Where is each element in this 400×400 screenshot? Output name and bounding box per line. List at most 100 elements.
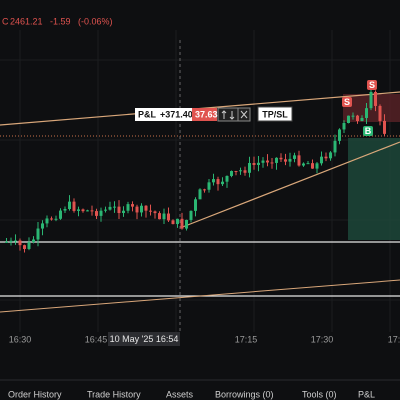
candle-body [59,210,62,219]
qty-box [192,108,217,121]
tpsl-label: TP/SL [262,109,288,119]
price: 2461.21 [10,16,43,26]
candle-body [54,218,58,220]
candle-body [225,175,229,182]
candle-body [9,240,13,242]
trade-marker-label: S [369,80,375,90]
candle-body [122,210,125,214]
candle-body [351,115,355,117]
trade-marker-label: B [365,126,372,136]
tp-zone [348,138,400,240]
candle-body [383,120,386,134]
candle-body [36,228,40,240]
candle-body [176,218,179,225]
trendline [0,279,400,313]
time-label: 16:30 [9,334,32,344]
candle-body [63,209,67,211]
candle-body [45,218,49,224]
candle-body [131,204,134,207]
candle-body [243,170,247,173]
candle-body [27,242,31,249]
candle-body [41,223,44,229]
time-label: 17: [388,334,400,344]
candle-body [198,189,202,200]
candle-body [311,163,314,169]
candle-body [257,162,260,165]
candle-body [297,155,301,166]
candle-body [234,171,238,173]
candle-body [270,162,274,164]
pnl-label: P&L [138,109,157,119]
candle-body [104,209,107,211]
candle-body [189,210,193,220]
candle-body [162,213,166,220]
candle-body [108,206,112,210]
candle-body [279,157,283,160]
candle-body [356,115,359,122]
symbol: C [2,16,9,26]
candle-body [374,91,377,106]
tab[interactable]: Order History [8,389,62,399]
tab[interactable]: Borrowings (0) [215,389,274,399]
tab[interactable]: P&L [358,389,375,399]
candle-body [86,210,89,212]
candle-body [315,163,319,169]
candle-body [239,170,242,172]
candle-body [158,213,161,220]
candle-body [216,179,220,185]
tpsl-button[interactable] [257,106,293,122]
candle-body [153,211,157,214]
candle-body [306,163,310,165]
candle-body [149,210,152,212]
reverse-icon [221,110,235,120]
candle-body [113,206,116,208]
candle-body [360,117,364,122]
candle-body [284,159,287,162]
candle-body [23,245,26,249]
trendline [179,141,400,229]
candle-body [288,158,292,162]
candle-body [144,205,148,211]
candle-body [248,163,251,173]
tab[interactable]: Assets [166,389,194,399]
trade-marker [342,97,352,107]
candle-body [77,209,80,211]
markers: S S B [342,80,377,136]
candle-body [50,218,53,220]
candle-body [230,171,233,176]
candle-body [171,220,175,225]
tab[interactable]: Tools (0) [302,389,337,399]
candle-body [81,209,85,212]
reverse-button[interactable] [217,107,239,122]
time-label: 17:15 [235,334,258,344]
candle-body [117,206,121,214]
candle-body [135,206,139,213]
candle-body [342,123,346,130]
candle-body [5,241,8,243]
candle-body [302,163,305,166]
candle-body [185,219,188,229]
candle-body [365,108,368,118]
candle-body [14,240,17,242]
candle-body [140,205,143,213]
candle-body [338,129,341,141]
time-axis: 16:30 16:45 17:15 17:30 17: 10 May '25 16:54 [9,332,400,346]
time-label: 16:45 [85,334,108,344]
candle-body [194,199,197,211]
crosshair-time: 10 May '25 16:54 [110,334,179,344]
candle-body [252,163,256,165]
candle-body [126,204,130,211]
candle-body [212,179,215,183]
tab[interactable]: Trade History [87,389,141,399]
tab-bar: Order History Trade History Assets Borrowin… [8,389,375,399]
change-pct: (-0.06%) [78,16,113,26]
candle-body [95,211,98,216]
candle-body [320,156,323,164]
change: -1.59 [50,16,71,26]
candle-body [167,213,170,221]
candle-body [99,210,103,216]
candle-body [72,201,76,211]
candle-body [180,218,184,229]
candle-body [221,181,224,185]
